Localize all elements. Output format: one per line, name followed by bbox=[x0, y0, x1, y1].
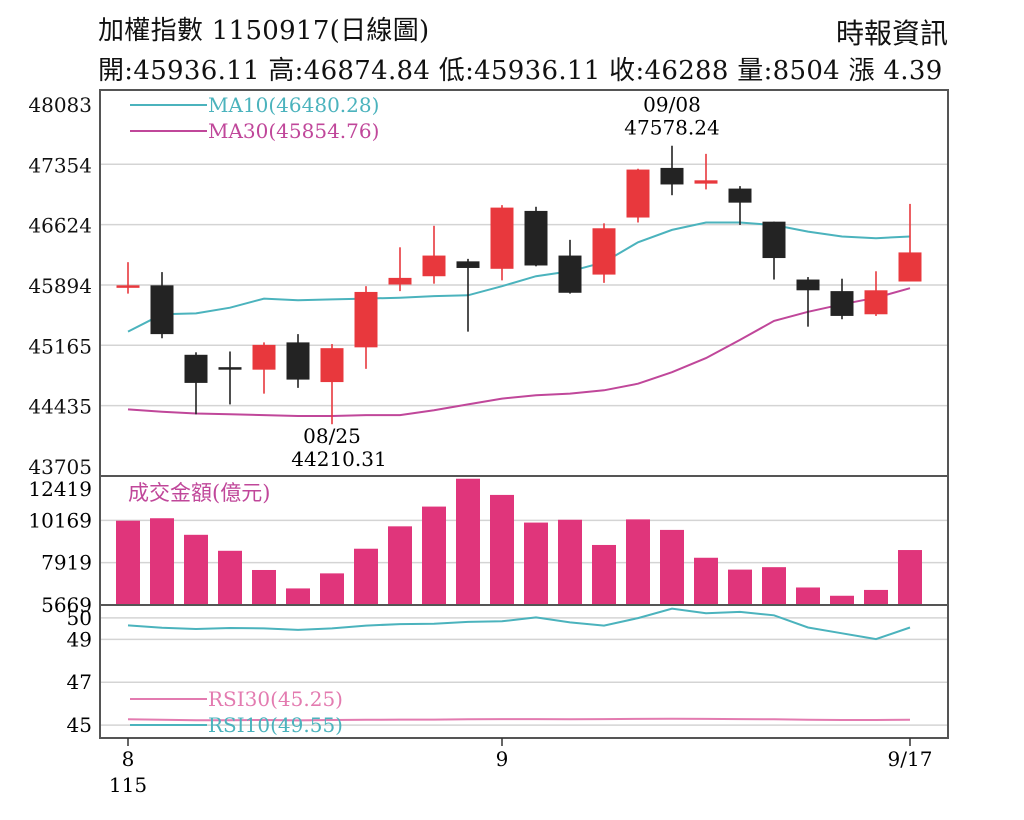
volume-tick-label: 10169 bbox=[28, 508, 92, 532]
candle-body bbox=[830, 291, 854, 316]
candle-body bbox=[354, 291, 378, 348]
rsi30-line bbox=[127, 717, 911, 722]
ma10-legend: MA10(46480.28) bbox=[208, 93, 379, 117]
volume-bar bbox=[218, 550, 242, 605]
volume-bar bbox=[898, 550, 922, 605]
low-annotation-value: 44210.31 bbox=[291, 447, 386, 471]
price-tick-label: 45165 bbox=[28, 334, 92, 358]
ma30-line bbox=[127, 287, 911, 417]
candle-body bbox=[592, 228, 616, 275]
candle-body bbox=[762, 221, 786, 259]
ohlc-summary: 開:45936.11 高:46874.84 低:45936.11 收:46288… bbox=[98, 56, 943, 86]
volume-tick-label: 12419 bbox=[28, 477, 92, 501]
volume-bar bbox=[592, 544, 616, 605]
volume-bar bbox=[558, 519, 582, 605]
volume-bar bbox=[626, 519, 650, 605]
x-tick-label: 9 bbox=[496, 747, 509, 771]
volume-tick-label: 5669 bbox=[41, 593, 92, 617]
candle-body bbox=[388, 277, 412, 285]
volume-title: 成交金額(億元) bbox=[128, 481, 270, 505]
volume-bar bbox=[728, 569, 752, 605]
volume-bar bbox=[796, 587, 820, 605]
volume-bar bbox=[490, 494, 514, 605]
volume-bar bbox=[184, 534, 208, 605]
price-tick-label: 46624 bbox=[28, 214, 92, 238]
volume-bar bbox=[456, 478, 480, 605]
candle-body bbox=[796, 279, 820, 291]
candle-body bbox=[626, 169, 650, 218]
data-source-label: 時報資訊 bbox=[835, 17, 948, 50]
candle-body bbox=[728, 188, 752, 203]
volume-bar bbox=[320, 573, 344, 605]
volume-bar bbox=[388, 526, 412, 605]
x-tick-label: 8 bbox=[122, 747, 135, 771]
volume-bar bbox=[762, 567, 786, 605]
volume-tick-label: 7919 bbox=[41, 551, 92, 575]
volume-bar bbox=[660, 529, 684, 605]
candle-body bbox=[252, 344, 276, 370]
candle-body bbox=[694, 180, 718, 184]
volume-bar bbox=[864, 589, 888, 605]
rsi-tick-label: 45 bbox=[67, 713, 92, 737]
price-tick-label: 47354 bbox=[28, 153, 92, 177]
rsi-tick-label: 47 bbox=[67, 670, 92, 694]
candle-body bbox=[218, 367, 242, 370]
x-tick-sublabel: 115 bbox=[109, 773, 147, 797]
rsi30-legend: RSI30(45.25) bbox=[208, 687, 343, 711]
volume-bar bbox=[694, 557, 718, 605]
high-annotation-value: 47578.24 bbox=[624, 116, 719, 140]
candle-body bbox=[864, 290, 888, 315]
candle-body bbox=[150, 285, 174, 335]
volume-bar bbox=[150, 518, 174, 605]
low-annotation-date: 08/25 bbox=[303, 424, 361, 448]
ma30-legend: MA30(45854.76) bbox=[208, 119, 379, 143]
volume-bar bbox=[524, 522, 548, 605]
rsi-tick-label: 50 bbox=[67, 606, 92, 630]
candle-body bbox=[524, 210, 548, 266]
candle-body bbox=[490, 207, 514, 269]
rsi10-legend: RSI10(49.55) bbox=[208, 713, 343, 737]
price-tick-label: 43705 bbox=[28, 455, 92, 479]
candle-body bbox=[320, 348, 344, 383]
chart-title: 加權指數 1150917(日線圖) bbox=[98, 16, 430, 46]
volume-bar bbox=[252, 569, 276, 605]
price-tick-label: 44435 bbox=[28, 395, 92, 419]
candle-body bbox=[422, 255, 446, 277]
volume-bar bbox=[354, 548, 378, 605]
candle-body bbox=[286, 342, 310, 380]
candle-body bbox=[184, 354, 208, 383]
candle-body bbox=[660, 167, 684, 185]
candle-body bbox=[898, 252, 922, 282]
rsi-tick-label: 49 bbox=[67, 627, 92, 651]
candle-body bbox=[558, 255, 582, 293]
high-annotation-date: 09/08 bbox=[643, 93, 701, 117]
x-tick-label: 9/17 bbox=[888, 747, 933, 771]
rsi10-line bbox=[127, 607, 911, 641]
candle-body bbox=[456, 261, 480, 268]
volume-bar bbox=[830, 595, 854, 605]
volume-bar bbox=[422, 506, 446, 605]
volume-bar bbox=[116, 520, 140, 605]
volume-bar bbox=[286, 588, 310, 605]
price-tick-label: 45894 bbox=[28, 274, 92, 298]
chart-frame bbox=[99, 89, 949, 739]
candle-body bbox=[116, 285, 140, 288]
price-tick-label: 48083 bbox=[28, 93, 92, 117]
